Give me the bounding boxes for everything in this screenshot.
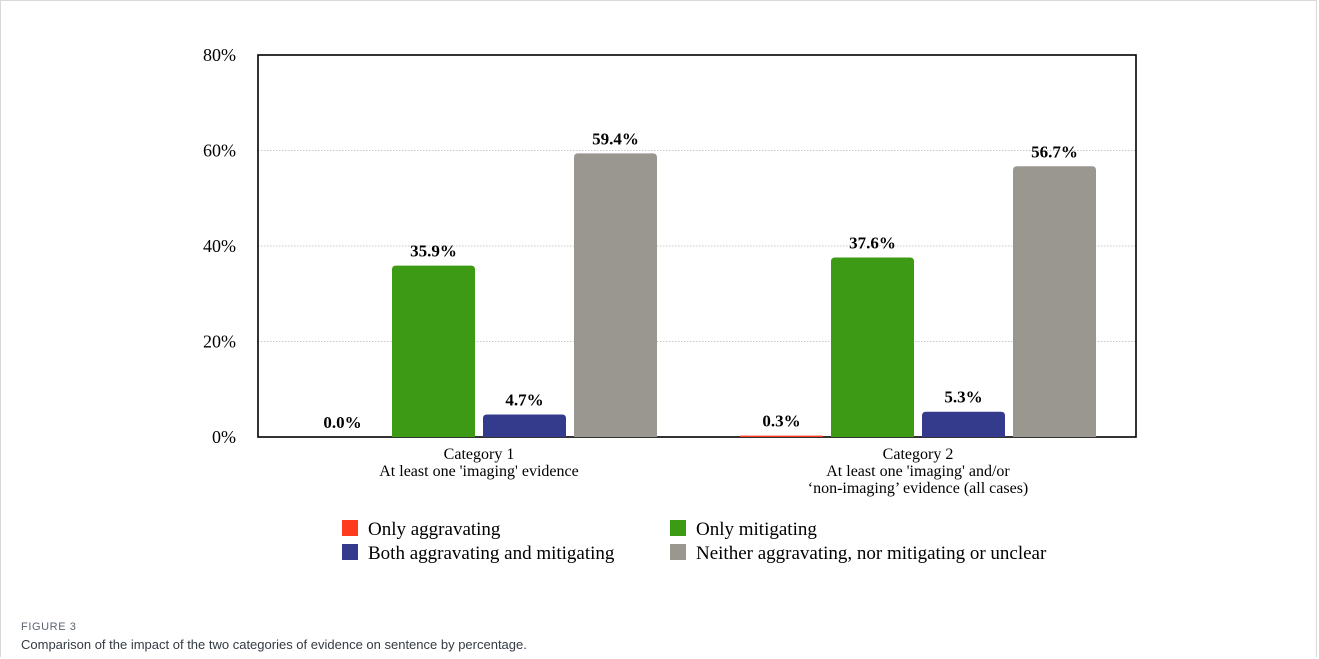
legend-label: Only mitigating: [696, 519, 817, 540]
bar: [574, 153, 657, 438]
figure-label: FIGURE 3: [21, 621, 77, 633]
bar-chart: 0% 20% 40% 60% 80% 0.0% 35.9% 4.7% 59.4% Category…: [203, 45, 1137, 564]
bar: [392, 265, 475, 437]
bar: [922, 411, 1005, 437]
data-label: 37.6%: [849, 233, 896, 252]
data-label: 56.7%: [1031, 142, 1078, 161]
bar: [831, 257, 914, 437]
legend-swatch: [670, 520, 686, 536]
legend-label: Both aggravating and mitigating: [368, 543, 615, 564]
data-label: 0.3%: [762, 412, 800, 431]
bar: [1013, 166, 1096, 437]
data-label: 4.7%: [505, 391, 543, 410]
y-tick-label: 0%: [212, 427, 236, 447]
data-label: 59.4%: [592, 129, 639, 148]
legend-label: Only aggravating: [368, 519, 501, 540]
y-tick-label: 60%: [203, 141, 236, 161]
legend-swatch: [342, 544, 358, 560]
legend-label: Neither aggravating, nor mitigating or u…: [696, 543, 1047, 564]
legend-swatch: [342, 520, 358, 536]
x-category-label: Category 1: [444, 446, 515, 463]
bar: [740, 435, 823, 437]
y-tick-label: 20%: [203, 332, 236, 352]
data-label: 0.0%: [323, 413, 361, 432]
legend-swatch: [670, 544, 686, 560]
x-category-label: ‘non-imaging’ evidence (all cases): [808, 480, 1029, 497]
x-category-label: At least one 'imaging' and/or: [826, 463, 1010, 480]
plot-area-border: [257, 54, 1137, 438]
data-label: 5.3%: [944, 388, 982, 407]
bar: [483, 414, 566, 437]
y-tick-label: 40%: [203, 236, 236, 256]
x-category-label: At least one 'imaging' evidence: [379, 463, 578, 480]
figure-caption: Comparison of the impact of the two cate…: [21, 637, 527, 652]
x-category-label: Category 2: [883, 446, 954, 463]
data-label: 35.9%: [410, 242, 457, 261]
y-tick-label: 80%: [203, 45, 236, 65]
